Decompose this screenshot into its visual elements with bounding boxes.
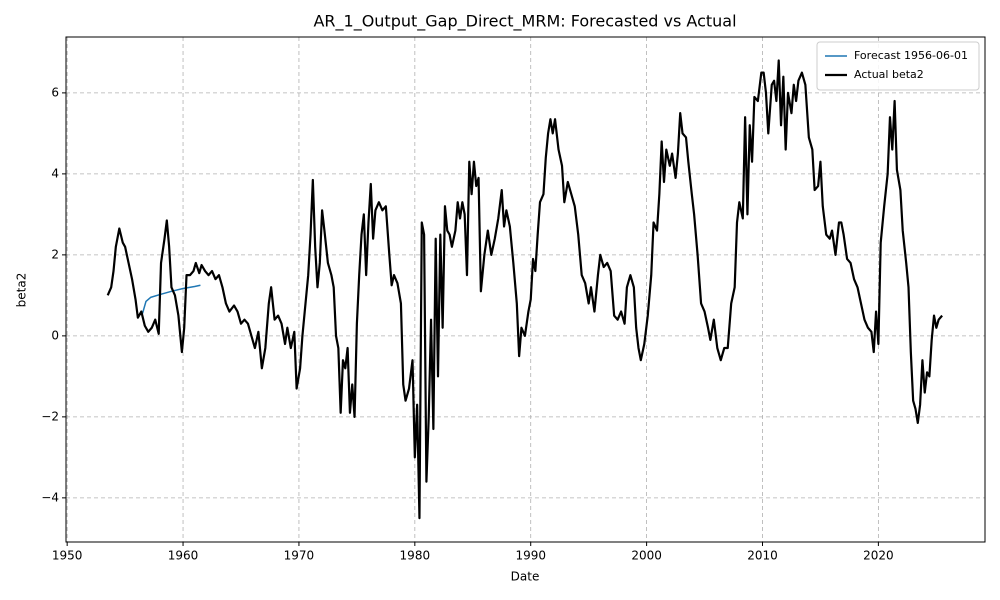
y-tick-label: −4 [41,490,59,504]
x-tick-label: 2000 [631,549,662,563]
y-axis-label: beta2 [15,273,29,308]
x-tick-label: 2020 [863,549,894,563]
chart-title: AR_1_Output_Gap_Direct_MRM: Forecasted v… [313,12,736,32]
legend-label: Forecast 1956-06-01 [854,49,968,62]
legend-label: Actual beta2 [854,68,924,81]
y-tick-label: 0 [51,328,59,342]
x-tick-label: 1970 [284,549,315,563]
x-tick-label: 1950 [52,549,83,563]
x-tick-label: 1980 [400,549,431,563]
y-tick-label: 2 [51,247,59,261]
x-tick-label: 1960 [168,549,199,563]
legend: Forecast 1956-06-01 Actual beta2 [816,41,980,91]
x-tick-label: 1990 [515,549,546,563]
data-line [106,59,943,520]
y-tick-label: 6 [51,85,59,99]
y-tick-label: 4 [51,166,59,180]
x-axis-label: Date [511,570,540,584]
legend-box [816,41,980,91]
data-line [141,284,201,314]
plot-frame [65,36,986,543]
x-tick-label: 2010 [747,549,778,563]
y-tick-label: −2 [41,409,59,423]
